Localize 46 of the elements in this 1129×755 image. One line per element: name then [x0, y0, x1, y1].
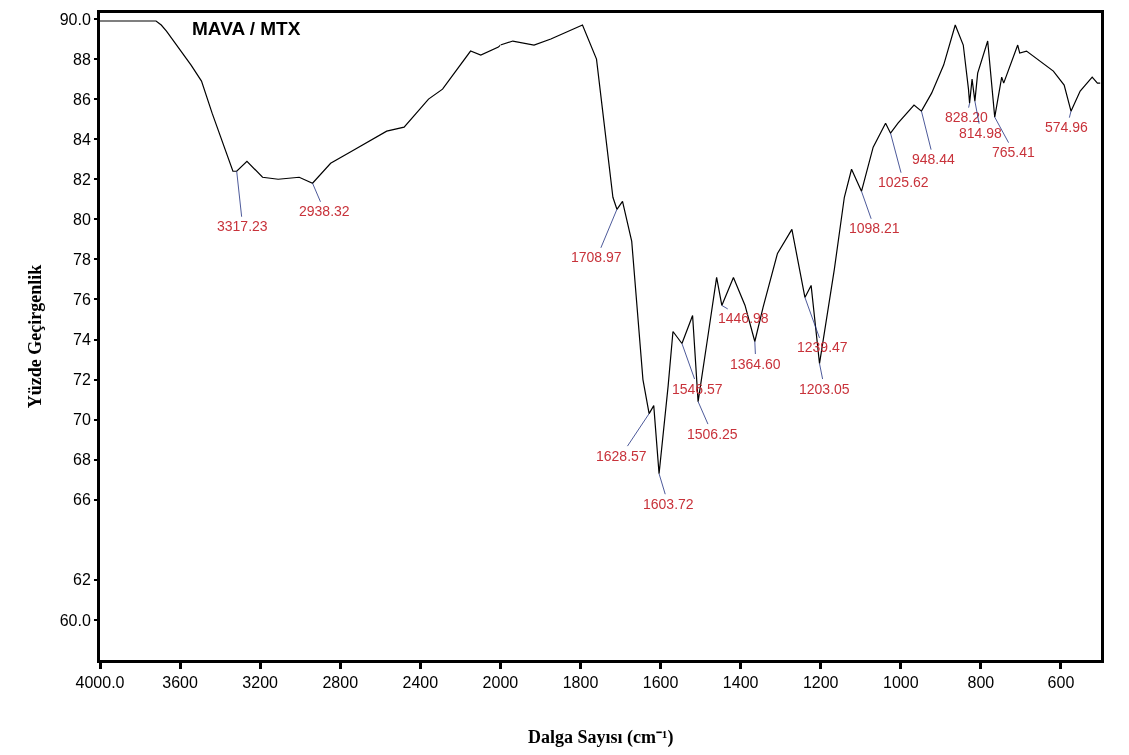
y-tick-label: 60.0	[59, 611, 91, 629]
annotation: 2938.32	[299, 203, 350, 219]
y-tick-label: 72	[73, 371, 91, 389]
annotation: 3317.23	[217, 218, 268, 234]
y-tick-label: 76	[73, 291, 91, 309]
y-tick-label: 68	[73, 451, 91, 469]
annotation: 1628.57	[596, 448, 647, 464]
annotation: 574.96	[1045, 119, 1089, 135]
y-tick-label: 84	[73, 130, 91, 148]
annotation: 1708.97	[571, 249, 622, 265]
x-tick-label: 3600	[162, 674, 198, 692]
x-tick-label: 1000	[883, 674, 919, 692]
x-tick-label: 2000	[482, 674, 519, 692]
x-tick-label: 4000.0	[75, 674, 125, 692]
y-tick-label: 66	[73, 491, 91, 509]
annotation: 765.41	[992, 144, 1036, 160]
y-tick-label: 82	[73, 170, 91, 188]
annotation: 1364.60	[730, 356, 781, 372]
annotation: 1025.62	[878, 174, 929, 190]
y-tick-label: 80	[73, 210, 91, 228]
chart-title: MAVA / MTX	[192, 18, 301, 39]
y-tick-label: 78	[73, 250, 91, 268]
y-tick-label: 70	[73, 411, 91, 429]
annotation: 948.44	[912, 151, 956, 167]
x-tick-label: 1600	[642, 674, 679, 692]
x-tick-label: 600	[1047, 674, 1075, 692]
x-tick-label: 1800	[562, 674, 599, 692]
x-tick-label: 1200	[802, 674, 839, 692]
y-tick-label: 86	[73, 90, 91, 108]
y-axis-title: Yüzde Geçirgenlik	[24, 264, 45, 409]
annotation: 828.20	[945, 109, 989, 125]
annotation: 1506.25	[687, 426, 738, 442]
x-tick-label: 800	[967, 674, 995, 692]
y-tick-label: 62	[73, 571, 91, 589]
x-tick-label: 3200	[242, 674, 279, 692]
y-tick-label: 88	[73, 50, 91, 68]
x-axis-title: Dalga Sayısı (cm⁻¹)	[528, 727, 674, 748]
x-tick-label: 2400	[402, 674, 439, 692]
x-tick-label: 1400	[722, 674, 759, 692]
annotation: 1098.21	[849, 220, 900, 236]
annotation: 1603.72	[643, 496, 694, 512]
y-tick-label: 90.0	[59, 10, 91, 28]
y-tick-label: 74	[73, 331, 91, 349]
x-tick-label: 2800	[322, 674, 359, 692]
annotation: 814.98	[959, 125, 1003, 141]
annotation: 1203.05	[799, 381, 850, 397]
